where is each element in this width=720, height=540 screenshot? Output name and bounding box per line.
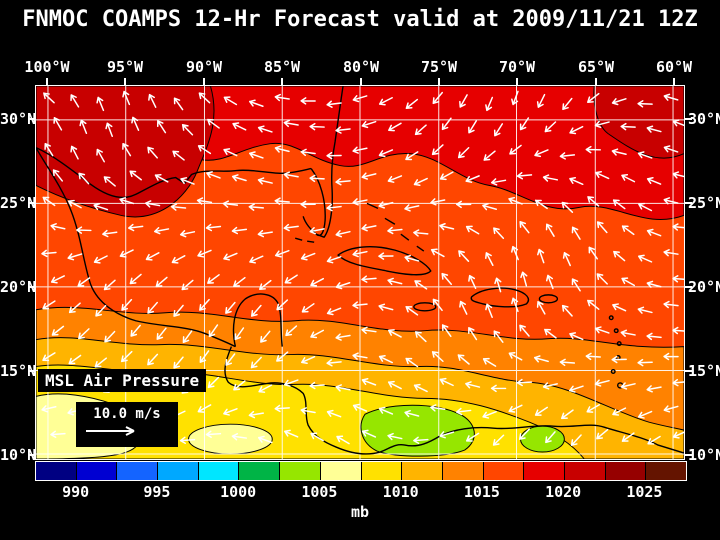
colorbar-unit-label: mb [350, 503, 370, 521]
lon-tick-label: 65°W [577, 58, 615, 76]
lon-tick-label: 85°W [263, 58, 301, 76]
axis-tick [28, 202, 35, 204]
axis-tick [685, 202, 692, 204]
colorbar-segment [361, 462, 403, 480]
wind-vectors [41, 90, 684, 446]
colorbar-segment [36, 462, 77, 480]
colorbar-labels: 990 995 1000 1005 1010 1015 1020 1025 [35, 483, 685, 501]
lon-tick-label: 75°W [420, 58, 458, 76]
axis-tick [673, 78, 675, 85]
colorbar-tick-label: 1000 [220, 483, 257, 501]
lat-tick-label: 30°N [688, 110, 720, 128]
lat-tick-label: 30°N [0, 110, 37, 128]
lat-tick-label: 10°N [0, 446, 37, 464]
lon-tick-label: 90°W [185, 58, 223, 76]
axis-tick [516, 78, 518, 85]
axis-tick [685, 286, 692, 288]
axis-tick [438, 78, 440, 85]
colorbar-tick-label: 995 [143, 483, 171, 501]
colorbar-segment [158, 462, 199, 480]
colorbar-tick-label: 1025 [626, 483, 663, 501]
lon-tick-label: 100°W [24, 58, 70, 76]
axis-tick [28, 454, 35, 456]
colorbar-segment [524, 462, 565, 480]
colorbar-tick-label: 1020 [545, 483, 582, 501]
colorbar-segment [483, 462, 525, 480]
axis-tick [281, 78, 283, 85]
lon-tick-label: 60°W [655, 58, 693, 76]
colorbar-segment [117, 462, 159, 480]
colorbar-segment [320, 462, 362, 480]
wind-scale-arrow-icon [86, 426, 135, 436]
wind-scale-legend: 10.0 m/s [76, 402, 178, 447]
axis-tick [28, 286, 35, 288]
colorbar-segment [605, 462, 647, 480]
lon-tick-label: 70°W [498, 58, 536, 76]
axis-tick [124, 78, 126, 85]
coastlines [36, 86, 684, 455]
lat-tick-label: 15°N [0, 362, 37, 380]
lon-tick-label: 80°W [342, 58, 380, 76]
lat-tick-label: 15°N [688, 362, 720, 380]
lat-tick-label: 10°N [688, 446, 720, 464]
colorbar [35, 461, 687, 481]
axis-tick [203, 78, 205, 85]
colorbar-tick-label: 990 [62, 483, 90, 501]
lon-tick-label: 95°W [106, 58, 144, 76]
colorbar-segment [564, 462, 606, 480]
wind-scale-value: 10.0 m/s [93, 406, 161, 422]
page-title: FNMOC COAMPS 12-Hr Forecast valid at 200… [22, 7, 698, 32]
colorbar-segment [198, 462, 240, 480]
axis-tick [46, 78, 48, 85]
colorbar-tick-label: 1010 [382, 483, 419, 501]
axis-tick [595, 78, 597, 85]
colorbar-segment [280, 462, 321, 480]
colorbar-tick-label: 1015 [463, 483, 500, 501]
colorbar-tick-label: 1005 [301, 483, 338, 501]
axis-tick [28, 118, 35, 120]
variable-label: MSL Air Pressure [38, 369, 207, 392]
colorbar-segment [239, 462, 281, 480]
axis-tick [685, 454, 692, 456]
lat-tick-label: 20°N [0, 278, 37, 296]
axis-tick [28, 370, 35, 372]
lat-tick-label: 20°N [688, 278, 720, 296]
colorbar-segment [76, 462, 118, 480]
axis-tick [685, 370, 692, 372]
colorbar-segment [646, 462, 686, 480]
lat-tick-label: 25°N [688, 194, 720, 212]
lat-tick-label: 25°N [0, 194, 37, 212]
axis-tick [360, 78, 362, 85]
colorbar-segment [402, 462, 443, 480]
colorbar-segment [442, 462, 484, 480]
axis-tick [685, 118, 692, 120]
